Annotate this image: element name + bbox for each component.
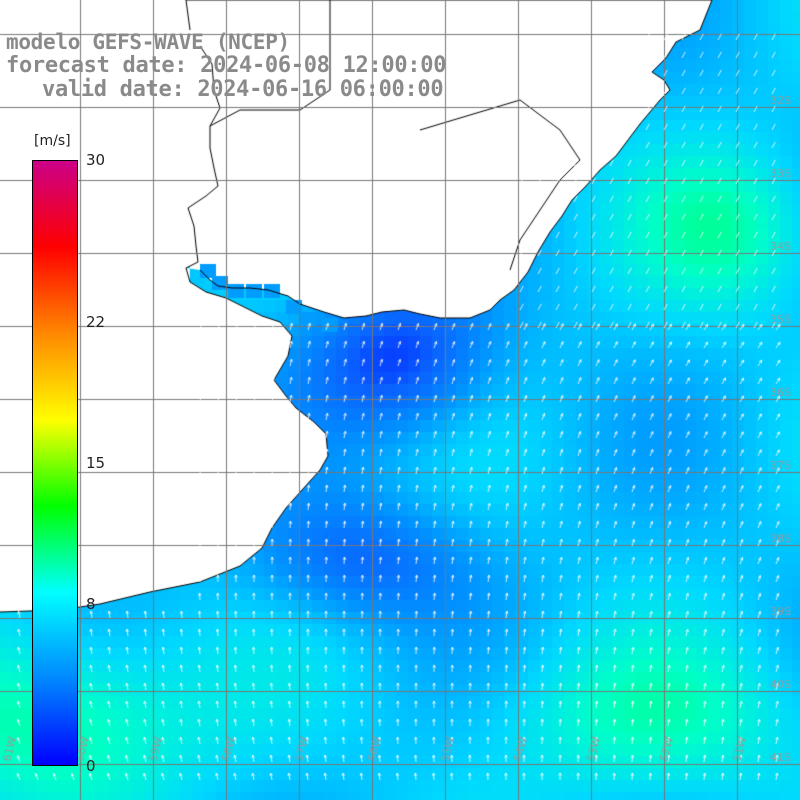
- forecast-date: forecast date: 2024-06-08 12:00:00: [6, 53, 447, 78]
- valid-date: valid date: 2024-06-16 06:00:00: [42, 77, 444, 102]
- model-title: modelo GEFS-WAVE (NCEP): [6, 30, 290, 54]
- colorbar: [32, 160, 78, 766]
- colorbar-tick-0: 0: [86, 757, 96, 775]
- colorbar-tick-15: 15: [86, 454, 106, 472]
- map-title: modelo GEFS-WAVE (NCEP) forecast date: 2…: [6, 30, 446, 102]
- colorbar-unit: [m/s]: [34, 133, 71, 149]
- colorbar-tick-22: 22: [86, 312, 106, 331]
- colorbar-tick-30: 30: [86, 151, 106, 169]
- colorbar-tick-8: 8: [86, 595, 96, 614]
